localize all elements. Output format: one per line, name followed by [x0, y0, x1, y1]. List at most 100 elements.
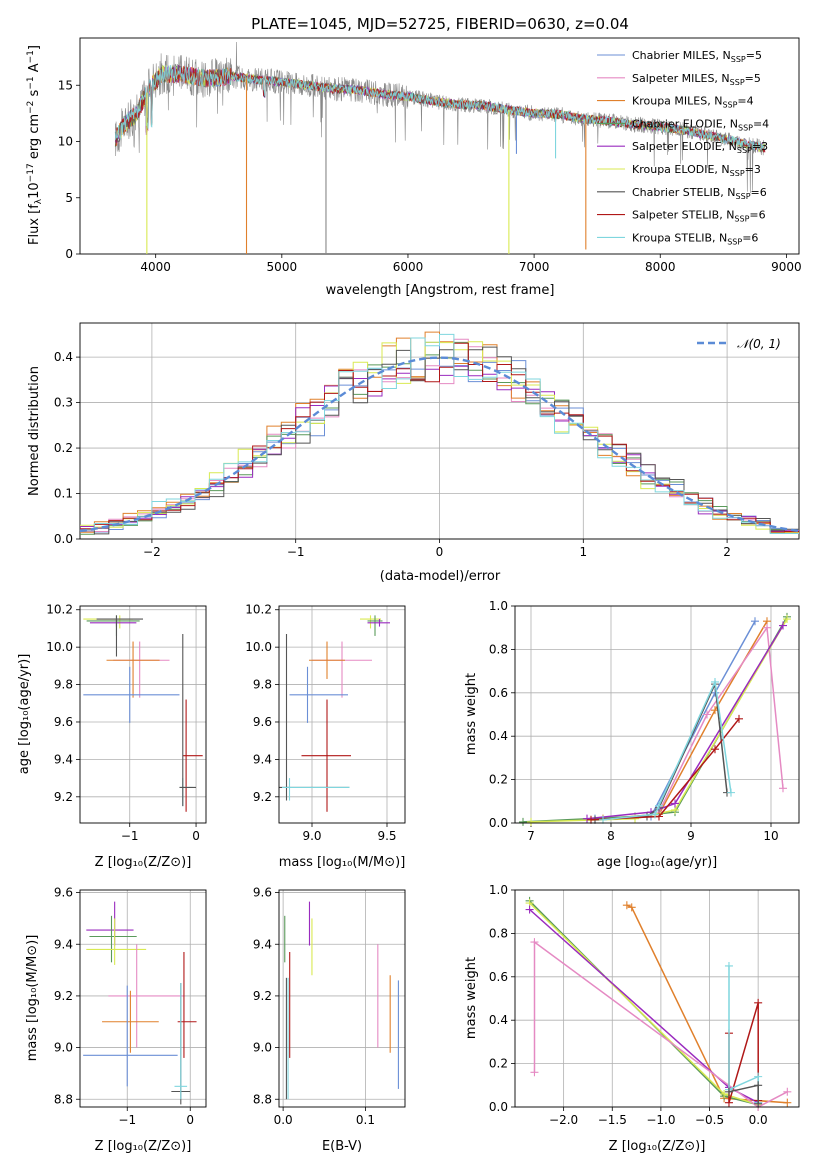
xlabel-age_vs_mass: mass [log₁₀(M/M⊙)] — [279, 855, 406, 870]
plus-marker — [627, 903, 636, 912]
mass-weight-line — [658, 625, 784, 813]
x-tick-label: 0.0 — [274, 1113, 293, 1127]
axes-frame — [79, 605, 207, 824]
spectrum-panel: PLATE=1045, MJD=52725, FIBERID=0630, z=0… — [26, 15, 802, 298]
y-tick-label: 10.0 — [46, 640, 73, 654]
xlabel-mass_weight_vs_z: Z [log₁₀(Z/Z⊙)] — [609, 1139, 706, 1154]
y-tick-label: 0.2 — [489, 773, 508, 787]
y-tick-label: 8.8 — [253, 1092, 272, 1106]
plus-marker — [525, 905, 534, 914]
plus-marker — [763, 623, 771, 632]
y-tick-label: 15 — [58, 78, 73, 92]
legend-entry: Chabrier MILES, NSSP=5 — [632, 49, 762, 64]
x-tick-label: 0 — [436, 545, 444, 559]
y-tick-label: 9.8 — [253, 678, 272, 692]
spectrum-xlabel: wavelength [Angstrom, rest frame] — [326, 283, 555, 298]
legend-entry: Chabrier STELIB, NSSP=6 — [632, 186, 767, 201]
plus-marker — [711, 745, 719, 754]
axes-frame — [278, 889, 406, 1108]
xlabel-mass_vs_z: Z [log₁₀(Z/Z⊙)] — [95, 1139, 192, 1154]
xlabel-mass_vs_ebv: E(B-V) — [322, 1139, 362, 1154]
mass-weight-line — [533, 940, 788, 1108]
plot-area — [515, 606, 799, 823]
spectrum-series — [114, 41, 766, 254]
y-tick-label: 9.2 — [253, 790, 272, 804]
x-tick-label: 0 — [186, 1113, 194, 1127]
plus-marker — [754, 1081, 763, 1090]
panel-mass_weight_vs_age: 7 8 9 10 0.0 0.2 0.4 0.6 0.8 1.0 age [log₁₀(age/yr… — [464, 599, 800, 870]
y-tick-label: 10.2 — [46, 603, 73, 617]
axes-frame — [278, 605, 406, 824]
axes-frame — [514, 889, 800, 1108]
panel-mass_weight_vs_z: −2.0 −1.5 −1.0 −0.5 0.0 0.0 0.2 0.4 0.6 0.8 1.0 Z [… — [464, 883, 800, 1154]
y-tick-label: 0.4 — [489, 729, 508, 743]
plus-marker — [783, 1098, 792, 1107]
x-tick-label: 5000 — [267, 260, 298, 274]
x-tick-label: 8 — [607, 829, 615, 843]
x-tick-label: 4000 — [140, 260, 171, 274]
plus-marker — [754, 1072, 763, 1081]
x-tick-label: 2 — [723, 545, 731, 559]
plot-area — [279, 890, 405, 1107]
x-tick-label: 7000 — [519, 260, 550, 274]
ylabel-age_vs_z: age [log₁₀(age/yr)] — [17, 654, 32, 775]
residual-xlabel: (data-model)/error — [380, 569, 501, 584]
plus-marker — [724, 1098, 733, 1107]
plus-marker — [671, 799, 679, 808]
x-tick-label: 7 — [527, 829, 535, 843]
x-tick-label: 9.5 — [377, 829, 396, 843]
x-tick-label: 9000 — [771, 260, 802, 274]
panel-mass_vs_z: −1 0 8.8 9.0 9.2 9.4 9.6 Z [log₁₀(Z/Z⊙)] mass [l… — [25, 886, 207, 1154]
plot-area — [80, 890, 206, 1107]
y-tick-label: 9.2 — [54, 989, 73, 1003]
x-tick-label: 0.1 — [356, 1113, 375, 1127]
y-tick-label: 0.0 — [489, 1100, 508, 1114]
x-tick-label: 6000 — [393, 260, 424, 274]
xlabel-mass_weight_vs_age: age [log₁₀(age/yr)] — [597, 855, 718, 870]
plus-marker — [622, 901, 631, 910]
ylabel-mass_vs_z: mass [log₁₀(M/M⊙)] — [25, 935, 40, 1062]
plus-marker — [587, 815, 595, 824]
plus-marker — [754, 998, 763, 1007]
observed-spectrum — [115, 41, 765, 194]
y-tick-label: 1.0 — [489, 599, 508, 613]
parameter-panels: −1 0 9.2 9.4 9.6 9.8 10.0 10.2 Z [log₁₀(Z/Z⊙)] ag… — [17, 599, 800, 1154]
y-tick-label: 9.6 — [253, 886, 272, 900]
x-tick-label: −1.0 — [646, 1113, 675, 1127]
ylabel-mass_weight_vs_age: mass weight — [464, 673, 479, 755]
plus-marker — [655, 801, 663, 810]
y-tick-label: 8.8 — [54, 1092, 73, 1106]
x-tick-label: 0 — [192, 829, 200, 843]
plus-marker — [727, 788, 735, 797]
x-tick-label: 10 — [763, 829, 778, 843]
y-tick-label: 0.1 — [54, 487, 73, 501]
y-tick-label: 9.6 — [54, 886, 73, 900]
legend-entry: Kroupa STELIB, NSSP=6 — [632, 231, 758, 246]
y-tick-label: 9.0 — [253, 1041, 272, 1055]
y-tick-label: 0.4 — [54, 350, 73, 364]
panel-age_vs_mass: 9.0 9.5 9.2 9.4 9.6 9.8 10.0 10.2 mass [log₁₀(M/… — [245, 603, 406, 870]
plus-marker — [599, 815, 607, 824]
y-tick-label: 0.6 — [489, 686, 508, 700]
y-tick-label: 1.0 — [489, 883, 508, 897]
plot-area — [80, 606, 206, 823]
axes-frame — [79, 322, 800, 540]
x-tick-label: −2.0 — [549, 1113, 578, 1127]
plus-marker — [530, 1068, 539, 1077]
x-tick-label: −1 — [287, 545, 305, 559]
plus-marker — [779, 621, 787, 630]
y-tick-label: 0 — [65, 247, 73, 261]
xlabel-age_vs_z: Z [log₁₀(Z/Z⊙)] — [95, 855, 192, 870]
y-tick-label: 0.3 — [54, 396, 73, 410]
x-tick-label: 1 — [579, 545, 587, 559]
panel-age_vs_z: −1 0 9.2 9.4 9.6 9.8 10.0 10.2 Z [log₁₀(Z/Z⊙)] ag… — [17, 603, 207, 870]
y-tick-label: 0.6 — [489, 970, 508, 984]
y-tick-label: 0.8 — [489, 926, 508, 940]
y-tick-label: 0.0 — [489, 816, 508, 830]
x-tick-label: 9 — [687, 829, 695, 843]
x-tick-label: −1 — [121, 829, 139, 843]
plus-marker — [519, 817, 527, 826]
plus-marker — [724, 1087, 733, 1096]
y-tick-label: 9.6 — [253, 715, 272, 729]
y-tick-label: 5 — [65, 191, 73, 205]
